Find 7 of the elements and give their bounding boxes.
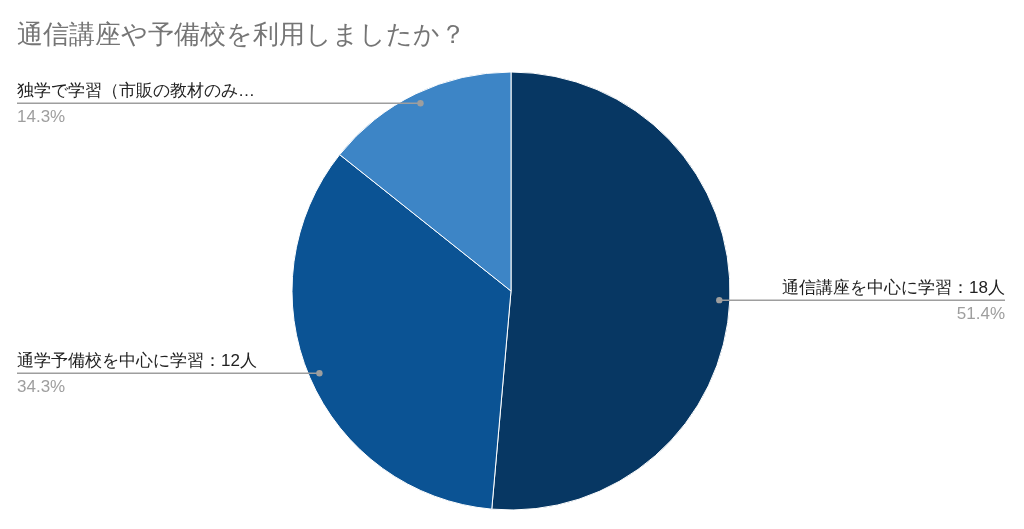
data-label: 14.3%	[17, 107, 66, 127]
chart-title: 通信講座や予備校を利用しましたか？	[17, 18, 466, 50]
slice-label: 通信講座を中心に学習：18人	[782, 278, 1005, 298]
data-label: 51.4%	[956, 304, 1005, 324]
data-label: 34.3%	[17, 377, 66, 397]
slice-label: 通学予備校を中心に学習：12人	[17, 351, 257, 371]
slice-label: 独学で学習（市販の教材のみ…	[17, 81, 255, 101]
